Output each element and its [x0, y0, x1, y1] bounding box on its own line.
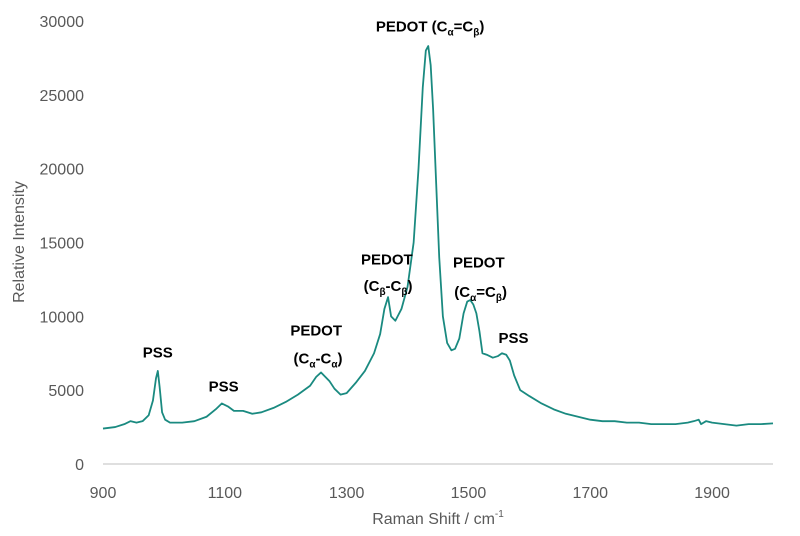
peak-label-subscript: β: [473, 27, 479, 38]
peak-label-part: PEDOT (C: [376, 18, 448, 35]
y-tick-label: 15000: [40, 236, 85, 253]
y-axis-ticks: 0 5000 10000 15000 20000 25000 30000: [40, 14, 85, 474]
peak-label: PEDOT (Cα=Cβ): [376, 18, 485, 38]
x-tick-label: 1300: [329, 485, 365, 502]
y-axis-title: Relative Intensity: [11, 181, 28, 303]
peak-label-part: ): [337, 351, 342, 368]
peak-label-part: PEDOT: [290, 323, 342, 340]
peak-label-subscript: α: [309, 360, 316, 371]
peak-label-part: PEDOT: [361, 252, 413, 269]
peak-label: PSS: [143, 345, 173, 362]
x-axis-title-superscript: -1: [495, 509, 504, 520]
peak-label-part: ): [479, 18, 484, 35]
peak-label: (Cα=Cβ): [454, 284, 507, 304]
peak-label: PSS: [209, 379, 239, 396]
peak-label: PSS: [499, 330, 529, 347]
y-tick-label: 20000: [40, 162, 85, 179]
peak-label-part: PSS: [209, 379, 239, 396]
peak-label: PEDOT: [361, 252, 413, 269]
y-tick-label: 25000: [40, 88, 85, 105]
peak-label-part: PEDOT: [453, 255, 505, 272]
peak-label-part: ): [502, 284, 507, 301]
series-line: [102, 45, 774, 430]
peak-label-subscript: α: [447, 27, 454, 38]
peak-label: (Cα-Cα): [294, 351, 343, 371]
peak-label-subscript: α: [470, 293, 477, 304]
peak-label-part: (C: [454, 284, 470, 301]
peak-label-part: -C: [386, 278, 402, 295]
x-tick-label: 900: [90, 485, 117, 502]
peak-label: PEDOT: [453, 255, 505, 272]
peak-label-part: PSS: [499, 330, 529, 347]
y-tick-label: 30000: [40, 14, 85, 31]
peak-label-part: PSS: [143, 345, 173, 362]
x-axis-title: Raman Shift / cm-1: [372, 509, 504, 528]
y-tick-label: 0: [75, 457, 84, 474]
x-tick-label: 1900: [694, 485, 730, 502]
peak-label-part: (C: [364, 278, 380, 295]
y-tick-label: 5000: [48, 383, 84, 400]
x-axis-title-text: Raman Shift / cm: [372, 511, 495, 528]
peak-label-part: -C: [316, 351, 332, 368]
peak-label-subscript: β: [401, 287, 407, 298]
peak-label-subscript: β: [379, 287, 385, 298]
x-tick-label: 1100: [208, 485, 243, 502]
peak-label-part: (C: [294, 351, 310, 368]
x-tick-label: 1500: [451, 485, 487, 502]
peak-label-part: =C: [476, 284, 496, 301]
peak-label-part: ): [407, 278, 412, 295]
y-tick-label: 10000: [40, 309, 85, 326]
x-tick-label: 1700: [572, 485, 608, 502]
peak-label: PEDOT: [290, 323, 342, 340]
peak-label-subscript: α: [331, 360, 338, 371]
peak-label: (Cβ-Cβ): [364, 278, 413, 298]
x-axis-ticks: 900 1100 1300 1500 1700 1900: [90, 485, 730, 502]
peak-label-part: =C: [454, 18, 474, 35]
peak-label-subscript: β: [496, 293, 502, 304]
